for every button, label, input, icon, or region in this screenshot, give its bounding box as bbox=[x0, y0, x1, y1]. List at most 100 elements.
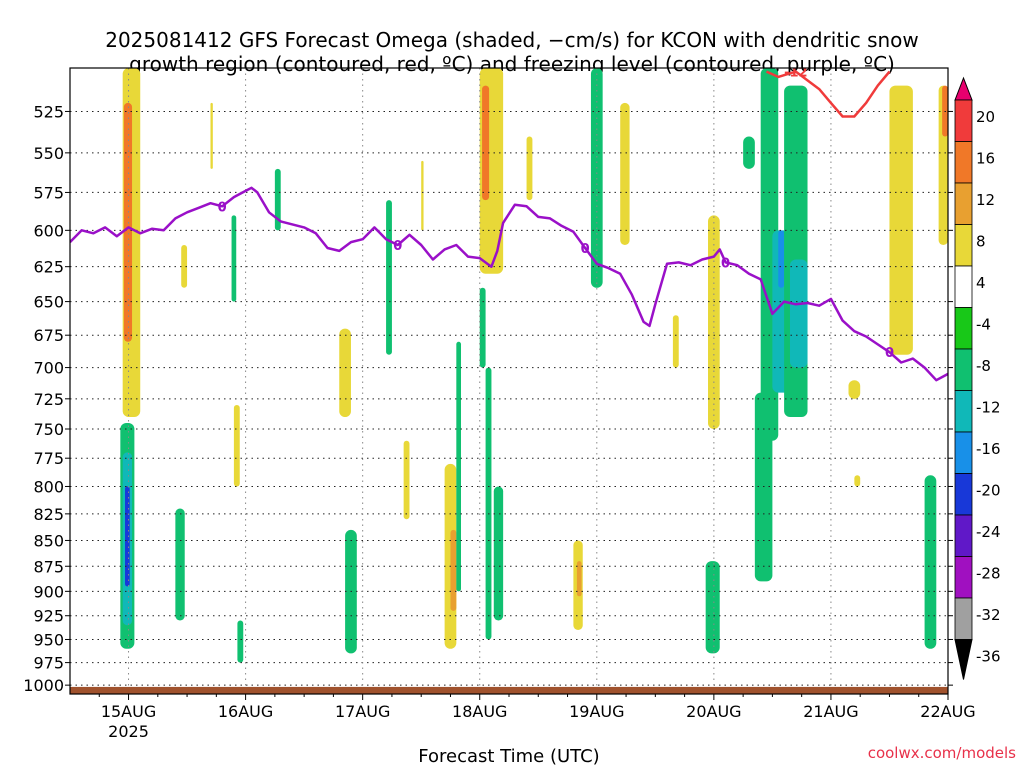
y-tick-label: 650 bbox=[33, 293, 64, 312]
source-credit: coolwx.com/models bbox=[867, 744, 1016, 762]
y-tick-label: 800 bbox=[33, 477, 64, 496]
freezing-level-line bbox=[70, 186, 948, 382]
omega-cell bbox=[237, 620, 244, 663]
y-tick-label: 925 bbox=[33, 607, 64, 626]
omega-cell bbox=[526, 136, 533, 201]
y-tick-label: 625 bbox=[33, 258, 64, 277]
colorbar-segment bbox=[954, 473, 973, 516]
omega-cell bbox=[576, 561, 582, 597]
y-tick-label: 900 bbox=[33, 582, 64, 601]
colorbar-segment bbox=[954, 514, 973, 557]
plot-frame bbox=[69, 67, 949, 695]
colorbar-label: 8 bbox=[976, 233, 986, 251]
colorbar-label: -8 bbox=[976, 357, 991, 375]
omega-cell bbox=[778, 230, 785, 288]
colorbar-segment bbox=[954, 597, 973, 640]
colorbar-label: -36 bbox=[976, 648, 1001, 666]
omega-cell bbox=[493, 486, 504, 621]
freezing-level-line-label: 0 bbox=[885, 346, 894, 361]
colorbar-segment bbox=[954, 556, 973, 599]
omega-cell bbox=[450, 529, 457, 611]
omega-cell bbox=[339, 328, 351, 418]
chart-title: 2025081412 GFS Forecast Omega (shaded, −… bbox=[0, 4, 1024, 100]
y-tick-label: 975 bbox=[33, 654, 64, 673]
y-tick-label: 850 bbox=[33, 531, 64, 550]
freezing-level-line-label: 0 bbox=[581, 242, 590, 257]
omega-cell bbox=[274, 168, 281, 231]
freezing-level-line-label: 0 bbox=[721, 256, 730, 271]
dgz-contour-line bbox=[765, 70, 891, 118]
y-tick-label: 950 bbox=[33, 630, 64, 649]
omega-cell bbox=[482, 85, 490, 201]
omega-cell bbox=[421, 160, 424, 231]
x-axis-title: Forecast Time (UTC) bbox=[418, 746, 599, 767]
colorbar-label: 4 bbox=[976, 274, 986, 292]
y-tick-label: 575 bbox=[33, 183, 64, 202]
omega-cell bbox=[854, 475, 861, 487]
colorbar-label: 12 bbox=[976, 191, 995, 209]
colorbar-label: -20 bbox=[976, 482, 1001, 500]
y-tick-label: 875 bbox=[33, 557, 64, 576]
colorbar-segment bbox=[954, 348, 973, 391]
colorbar-label: -4 bbox=[976, 316, 991, 334]
y-tick-label: 675 bbox=[33, 326, 64, 345]
y-tick-label: 600 bbox=[33, 221, 64, 240]
omega-cell bbox=[705, 561, 720, 654]
colorbar-label: 20 bbox=[976, 108, 995, 126]
omega-cell bbox=[924, 475, 937, 649]
x-tick-label: 18AUG bbox=[452, 702, 507, 721]
y-tick-label: 1000 bbox=[23, 676, 64, 695]
y-tick-label: 775 bbox=[33, 449, 64, 468]
omega-cell bbox=[848, 380, 861, 399]
omega-cell bbox=[672, 315, 679, 368]
y-tick-label: 700 bbox=[33, 359, 64, 378]
colorbar-segment bbox=[954, 224, 973, 267]
y-tick-label: 725 bbox=[33, 390, 64, 409]
y-tick-label: 525 bbox=[33, 102, 64, 121]
y-tick-label: 750 bbox=[33, 420, 64, 439]
freezing-level-line-label: 0 bbox=[218, 200, 227, 215]
x-tick-label: 17AUG bbox=[335, 702, 390, 721]
colorbar-label: 16 bbox=[976, 150, 995, 168]
colorbar-label: -32 bbox=[976, 606, 1001, 624]
y-tick-label: 550 bbox=[33, 144, 64, 163]
omega-cell bbox=[403, 440, 410, 520]
colorbar-label: -16 bbox=[976, 440, 1001, 458]
x-tick-label: 19AUG bbox=[569, 702, 624, 721]
omega-cell bbox=[386, 200, 392, 355]
colorbar-bottom-arrow bbox=[954, 639, 973, 680]
omega-cell bbox=[125, 486, 130, 587]
colorbar-segment bbox=[954, 307, 973, 350]
omega-cell bbox=[590, 68, 603, 288]
x-tick-label: 20AUG bbox=[686, 702, 741, 721]
colorbar-top-arrow bbox=[954, 76, 973, 101]
dgz-contour-line-label: -12 bbox=[784, 66, 808, 81]
omega-cell bbox=[210, 102, 213, 169]
colorbar-segment bbox=[954, 141, 973, 184]
omega-cell bbox=[485, 367, 492, 640]
x-tick-label: 22AUG bbox=[920, 702, 975, 721]
omega-cell bbox=[231, 215, 237, 302]
omega-cell bbox=[181, 245, 188, 288]
omega-cell bbox=[233, 404, 240, 487]
y-tick-label: 825 bbox=[33, 505, 64, 524]
colorbar-segment bbox=[954, 390, 973, 433]
omega-cell bbox=[620, 102, 630, 246]
title-line-1: 2025081412 GFS Forecast Omega (shaded, −… bbox=[105, 28, 919, 52]
terrain-fill bbox=[70, 686, 948, 694]
omega-cell bbox=[479, 287, 486, 368]
x-tick-year: 2025 bbox=[108, 722, 149, 741]
x-tick-label: 16AUG bbox=[218, 702, 273, 721]
colorbar-label: -28 bbox=[976, 565, 1001, 583]
colorbar-label: -12 bbox=[976, 399, 1001, 417]
omega-cell bbox=[743, 136, 755, 169]
x-tick-label: 15AUG bbox=[101, 702, 156, 721]
omega-cell bbox=[123, 102, 133, 342]
omega-cell bbox=[456, 341, 462, 592]
colorbar-segment bbox=[954, 431, 973, 474]
colorbar-segment bbox=[954, 99, 973, 142]
colorbar-label: -24 bbox=[976, 523, 1001, 541]
colorbar-segment bbox=[954, 265, 973, 308]
x-tick-label: 21AUG bbox=[803, 702, 858, 721]
